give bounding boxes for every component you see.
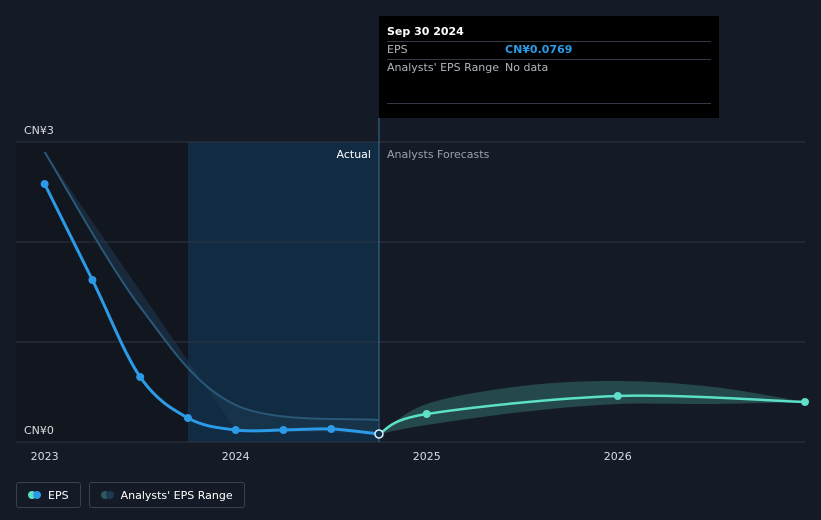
y-tick-label: CN¥0: [24, 424, 54, 437]
tooltip-divider: [387, 103, 711, 104]
tooltip-date: Sep 30 2024: [387, 25, 464, 38]
eps-point[interactable]: [183, 414, 192, 422]
eps-point[interactable]: [374, 429, 384, 439]
y-tick-label: CN¥3: [24, 124, 54, 137]
eps-dots-icon: [28, 491, 42, 499]
eps-point[interactable]: [279, 426, 288, 434]
eps-point[interactable]: [136, 373, 145, 381]
legend-range-label: Analysts' EPS Range: [120, 488, 233, 502]
tooltip-range-value: No data: [505, 61, 549, 74]
eps-forecast-line: [378, 394, 806, 436]
legend: EPS Analysts' EPS Range: [16, 482, 245, 508]
forecast-point[interactable]: [422, 410, 431, 418]
data-points: [40, 180, 809, 439]
tooltip-eps-value: CN¥0.0769: [505, 43, 573, 56]
legend-eps-label: EPS: [48, 488, 69, 502]
x-tick-label: 2026: [604, 450, 632, 463]
tooltip-range-label: Analysts' EPS Range: [387, 61, 500, 74]
eps-point[interactable]: [231, 426, 240, 434]
forecast-point[interactable]: [613, 392, 622, 400]
x-tick-label: 2025: [413, 450, 441, 463]
plot-background: [16, 142, 379, 442]
legend-eps-button[interactable]: EPS: [16, 482, 81, 508]
gridlines: [16, 141, 805, 443]
past-estimate-line: [43, 151, 380, 421]
tooltip: Sep 30 2024 EPS CN¥0.0769 Analysts' EPS …: [379, 16, 719, 118]
actual-label: Actual: [337, 148, 371, 161]
tooltip-eps-label: EPS: [387, 43, 408, 56]
x-axis-ticks: 2023 2024 2025 2026: [31, 450, 632, 463]
range-dots-icon: [100, 491, 115, 499]
y-axis-ticks: CN¥3 CN¥0: [24, 124, 54, 437]
past-region: [16, 142, 188, 442]
eps-point[interactable]: [88, 276, 97, 284]
x-tick-label: 2023: [31, 450, 59, 463]
x-tick-label: 2024: [222, 450, 250, 463]
legend-range-button[interactable]: Analysts' EPS Range: [88, 482, 245, 508]
tooltip-row-range: Analysts' EPS Range No data: [387, 59, 711, 77]
tooltip-row-eps: EPS CN¥0.0769: [387, 41, 711, 59]
forecast-point[interactable]: [801, 398, 809, 406]
eps-point[interactable]: [40, 180, 49, 188]
highlight-region: [187, 142, 379, 442]
eps-point[interactable]: [327, 425, 336, 433]
analysts-eps-range-band: [378, 380, 805, 434]
forecast-label: Analysts Forecasts: [387, 148, 490, 161]
